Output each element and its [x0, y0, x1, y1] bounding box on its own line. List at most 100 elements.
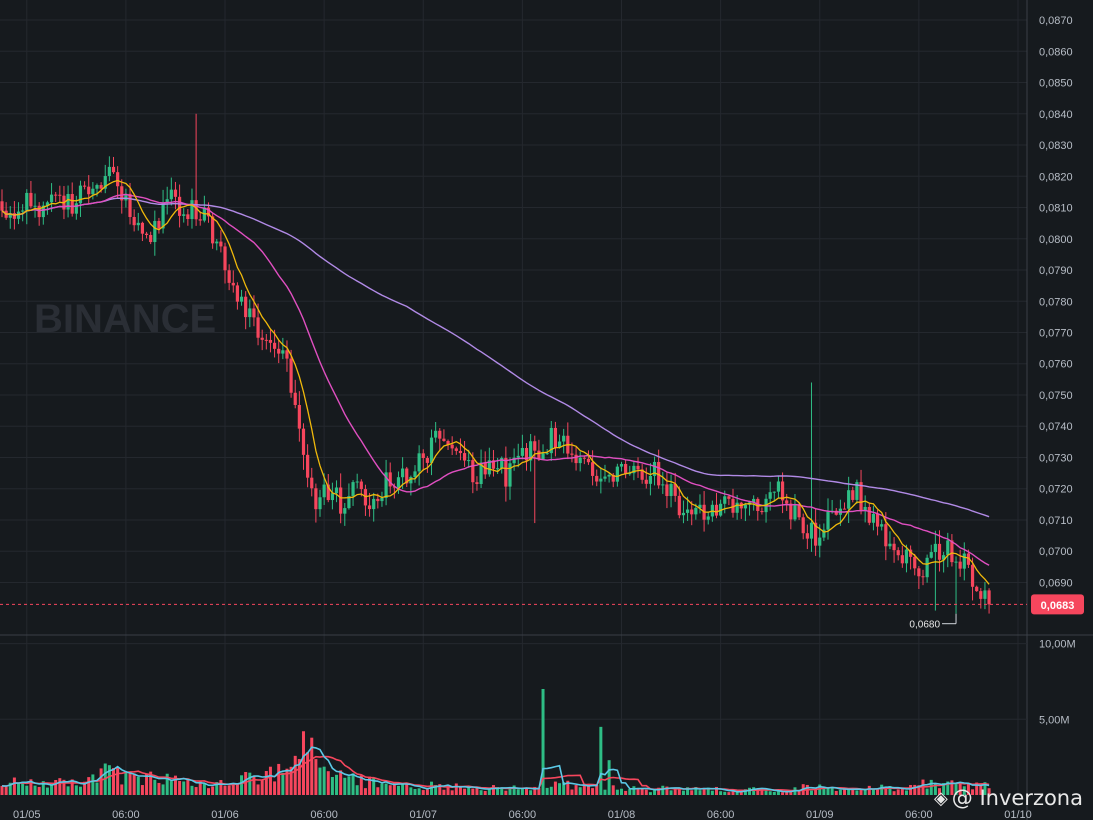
candle[interactable]: [652, 456, 657, 486]
candle[interactable]: [714, 492, 719, 519]
candle[interactable]: [975, 585, 979, 592]
candle[interactable]: [157, 217, 161, 234]
candle[interactable]: [644, 467, 648, 489]
candle[interactable]: [231, 270, 235, 293]
candle[interactable]: [900, 545, 904, 568]
candle[interactable]: [871, 505, 876, 531]
candle[interactable]: [442, 429, 446, 442]
candle[interactable]: [628, 465, 632, 476]
candle[interactable]: [661, 471, 665, 494]
candle[interactable]: [190, 188, 194, 229]
candle[interactable]: [107, 156, 111, 182]
candle[interactable]: [863, 495, 867, 523]
candle[interactable]: [471, 452, 475, 494]
candle[interactable]: [867, 503, 871, 526]
candle[interactable]: [116, 166, 120, 199]
candle[interactable]: [413, 465, 417, 483]
candle[interactable]: [318, 489, 322, 517]
candle[interactable]: [557, 434, 562, 449]
candle[interactable]: [533, 435, 537, 524]
candle[interactable]: [731, 488, 735, 518]
candle[interactable]: [681, 500, 686, 524]
candle[interactable]: [776, 476, 781, 499]
candle[interactable]: [186, 209, 190, 226]
candle[interactable]: [429, 429, 434, 476]
candle[interactable]: [925, 554, 929, 583]
candle[interactable]: [330, 482, 334, 510]
candle[interactable]: [376, 493, 380, 509]
candle[interactable]: [438, 428, 442, 451]
candle[interactable]: [41, 201, 45, 225]
candle[interactable]: [859, 469, 863, 515]
candle[interactable]: [888, 531, 892, 550]
candle[interactable]: [49, 183, 54, 212]
candle[interactable]: [685, 496, 690, 521]
candle[interactable]: [153, 210, 157, 256]
candle[interactable]: [128, 182, 132, 225]
candle[interactable]: [970, 557, 975, 601]
candle[interactable]: [504, 446, 508, 502]
candle[interactable]: [524, 443, 529, 471]
candle[interactable]: [78, 180, 83, 217]
candle[interactable]: [347, 483, 351, 510]
candle[interactable]: [91, 182, 95, 200]
candle[interactable]: [74, 195, 78, 220]
candle[interactable]: [285, 340, 289, 372]
candle[interactable]: [132, 209, 136, 232]
candle[interactable]: [727, 494, 731, 506]
candle[interactable]: [516, 443, 520, 468]
candle[interactable]: [479, 449, 483, 488]
candle[interactable]: [880, 519, 884, 531]
candle[interactable]: [772, 491, 776, 502]
candle[interactable]: [83, 181, 87, 190]
candle[interactable]: [562, 428, 566, 454]
candle[interactable]: [421, 449, 425, 471]
candle[interactable]: [603, 464, 607, 482]
candle[interactable]: [892, 537, 896, 563]
candle[interactable]: [818, 524, 822, 558]
candle[interactable]: [743, 502, 747, 522]
candle[interactable]: [553, 421, 558, 457]
candle[interactable]: [45, 200, 50, 215]
candle[interactable]: [917, 566, 921, 589]
candle[interactable]: [987, 588, 991, 614]
candle[interactable]: [289, 349, 293, 398]
candle[interactable]: [586, 450, 591, 465]
candle[interactable]: [293, 379, 297, 409]
candle[interactable]: [826, 498, 830, 540]
candle[interactable]: [962, 542, 966, 581]
candle[interactable]: [884, 512, 888, 561]
candle[interactable]: [669, 474, 673, 508]
candle[interactable]: [25, 189, 29, 225]
candle[interactable]: [529, 433, 533, 472]
candle[interactable]: [698, 494, 702, 514]
candle[interactable]: [954, 556, 958, 614]
candle[interactable]: [570, 442, 574, 463]
candle[interactable]: [260, 329, 264, 351]
candle[interactable]: [388, 462, 392, 494]
candle[interactable]: [690, 501, 694, 526]
candle[interactable]: [921, 569, 925, 586]
candle[interactable]: [8, 206, 12, 229]
candle[interactable]: [16, 202, 21, 225]
candle[interactable]: [760, 507, 764, 515]
candle[interactable]: [149, 231, 153, 245]
candle[interactable]: [933, 530, 937, 611]
candle[interactable]: [462, 441, 467, 467]
candle[interactable]: [500, 456, 504, 474]
candle[interactable]: [235, 282, 240, 310]
candle[interactable]: [70, 182, 74, 217]
candle[interactable]: [401, 457, 405, 489]
candle[interactable]: [599, 467, 603, 494]
candle[interactable]: [4, 202, 8, 220]
candle[interactable]: [706, 512, 710, 525]
candle[interactable]: [913, 553, 917, 576]
candle[interactable]: [909, 545, 913, 570]
candle[interactable]: [467, 449, 471, 468]
candle[interactable]: [636, 457, 640, 478]
candle[interactable]: [215, 239, 219, 251]
candle[interactable]: [801, 513, 805, 540]
candle[interactable]: [735, 494, 739, 520]
candle[interactable]: [425, 456, 429, 473]
